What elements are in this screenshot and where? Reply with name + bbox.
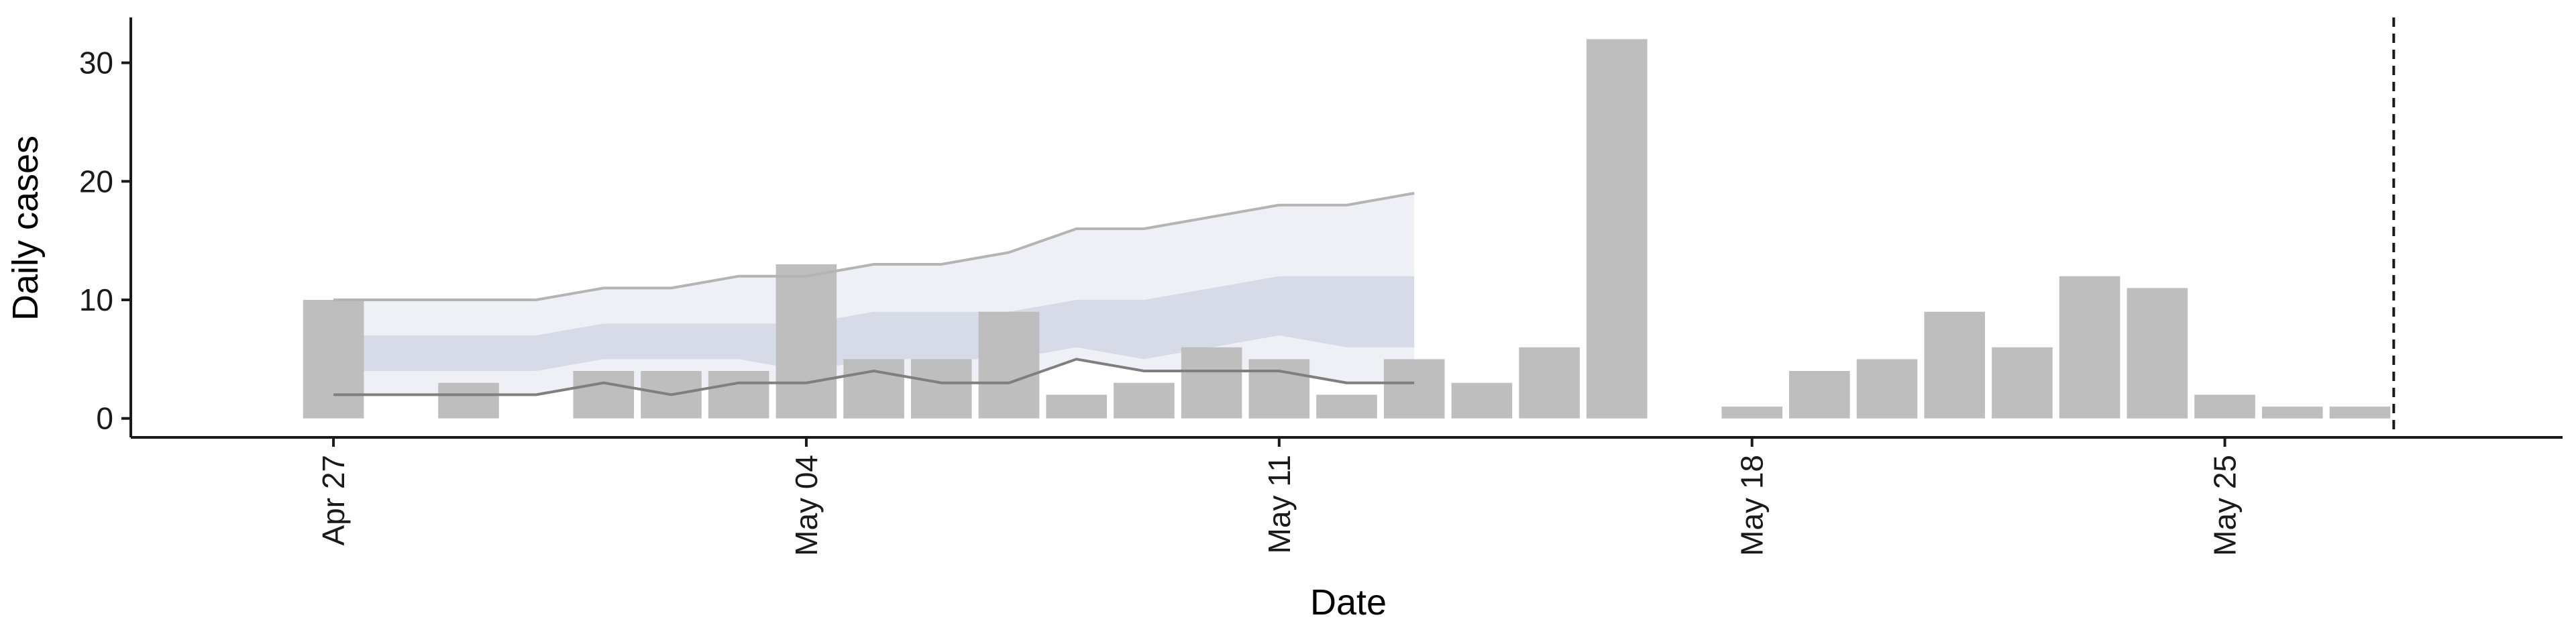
bar-2020-05-07 <box>978 311 1040 419</box>
bar-2020-05-12 <box>1316 394 1377 419</box>
bar-2020-05-23 <box>2059 276 2121 419</box>
bar-2020-05-13 <box>1383 359 1445 419</box>
y-axis-title: Daily cases <box>5 136 46 321</box>
bar-2020-05-08 <box>1046 394 1107 419</box>
bar-2020-04-27 <box>303 300 364 419</box>
forecast-lower-line <box>333 358 1415 396</box>
forecast-bands <box>333 193 1415 395</box>
bar-2020-05-25 <box>2194 394 2255 419</box>
bar-2020-05-22 <box>1992 347 2053 419</box>
bar-2020-05-11 <box>1248 359 1310 419</box>
bar-2020-05-15 <box>1519 347 1580 419</box>
bar-2020-05-24 <box>2127 288 2188 419</box>
x-tick-label-apr-27: Apr 27 <box>316 455 351 546</box>
bar-2020-05-09 <box>1114 382 1175 419</box>
forecast-upper-line <box>333 192 1415 301</box>
y-tick-label-10: 10 <box>79 282 113 317</box>
x-tick-label-may-25: May 25 <box>2208 455 2243 556</box>
x-tick-label-may-11: May 11 <box>1262 455 1297 553</box>
y-tick-label-30: 30 <box>79 46 113 80</box>
bar-2020-05-01 <box>573 371 635 419</box>
bar-2020-05-18 <box>1721 407 1782 419</box>
bar-2020-05-16 <box>1587 39 1648 419</box>
axes: 0 10 20 30 Apr 27 May 04 May 11 May 18 May 25 <box>79 17 2563 556</box>
bar-series <box>303 39 2391 419</box>
bar-2020-05-14 <box>1451 382 1513 419</box>
x-tick-label-may-18: May 18 <box>1735 455 1770 556</box>
bar-2020-05-10 <box>1181 347 1242 419</box>
bar-2020-05-26 <box>2261 407 2323 419</box>
bar-2020-05-19 <box>1789 371 1850 419</box>
bar-2020-05-05 <box>843 359 904 419</box>
bar-2020-05-21 <box>1924 311 1985 419</box>
bar-2020-05-03 <box>708 371 769 419</box>
bar-2020-05-20 <box>1856 359 1918 419</box>
forecast-inner-band <box>333 276 1415 371</box>
bar-2020-05-04 <box>775 264 837 419</box>
x-tick-label-may-04: May 04 <box>789 455 824 556</box>
bar-2020-05-06 <box>911 359 972 419</box>
bar-2020-04-29 <box>438 382 499 419</box>
x-axis-title: Date <box>1310 582 1387 623</box>
y-tick-label-0: 0 <box>96 401 113 436</box>
forecast-lines <box>333 192 1415 396</box>
y-tick-label-20: 20 <box>79 164 113 199</box>
bar-2020-05-27 <box>2329 407 2391 419</box>
